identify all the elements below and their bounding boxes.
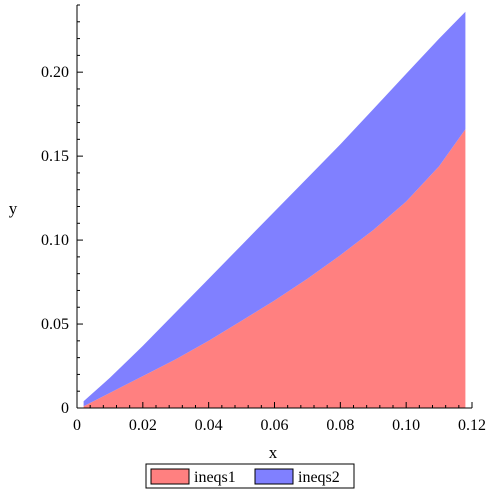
y-tick-label: 0.15 [41, 148, 69, 165]
x-tick-label: 0.04 [195, 417, 223, 434]
region-ineqs1 [83, 129, 466, 409]
x-tick-label: 0.12 [458, 417, 486, 434]
legend-label-ineqs1: ineqs1 [194, 469, 236, 486]
x-tick-label: 0.06 [261, 417, 289, 434]
plot-regions [83, 11, 466, 409]
y-ticks: 0 0.05 0.10 0.15 0.20 [41, 4, 83, 417]
x-tick-label: 0.08 [326, 417, 354, 434]
x-tick-label: 0.10 [392, 417, 420, 434]
y-tick-label: 0.05 [41, 316, 69, 333]
x-ticks: 0 0.02 0.04 0.06 0.08 0.10 0.12 [73, 402, 486, 434]
x-tick-label: 0 [73, 417, 81, 434]
x-axis-label: x [269, 443, 278, 462]
legend-label-ineqs2: ineqs2 [298, 469, 340, 486]
y-axis-label: y [9, 199, 18, 218]
y-tick-label: 0 [61, 400, 69, 417]
legend-swatch-ineqs2 [254, 468, 294, 485]
y-tick-label: 0.10 [41, 232, 69, 249]
x-tick-label: 0.02 [129, 417, 157, 434]
region-ineqs2 [83, 11, 466, 407]
y-tick-label: 0.20 [41, 64, 69, 81]
legend: ineqs1 ineqs2 [145, 463, 355, 489]
legend-swatch-ineqs1 [150, 468, 190, 485]
